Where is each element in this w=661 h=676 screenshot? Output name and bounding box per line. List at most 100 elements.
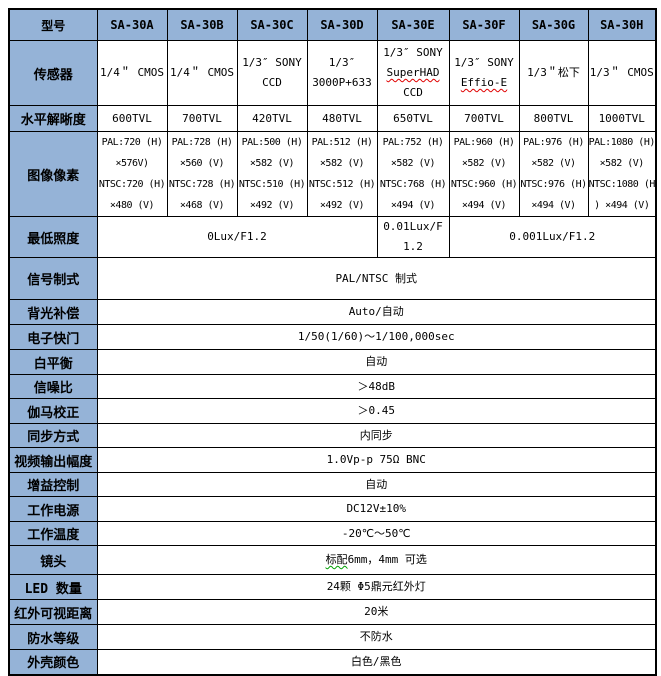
cell-line: 1/3＂ CMOS bbox=[590, 63, 655, 83]
cell-text: 3000P+633 bbox=[312, 76, 372, 89]
cell-line: NTSC:728 (H) bbox=[168, 174, 236, 195]
spec-cell: 1/50(1/60)～1/100,000sec bbox=[96, 324, 657, 350]
spec-cell: PAL:720 (H) ×576V) NTSC:720 (H) ×480 (V) bbox=[96, 131, 168, 217]
row-label: 增益控制 bbox=[8, 472, 98, 497]
spec-cell: PAL:960 (H) ×582 (V) NTSC:960 (H) ×494 (V) bbox=[448, 131, 520, 217]
cell-text: NTSC:510 (H) bbox=[238, 179, 306, 190]
header-row: 型号 SA-30A SA-30B SA-30C SA-30D SA-30E SA-30F SA… bbox=[8, 8, 657, 41]
spec-cell: PAL:500 (H) ×582 (V) NTSC:510 (H) ×492 (V) bbox=[236, 131, 308, 217]
spec-cell: 650TVL bbox=[376, 105, 450, 132]
cell-text: ×560 (V) bbox=[179, 158, 225, 169]
spec-cell: 0.01Lux/F1.2 bbox=[376, 216, 450, 258]
spec-cell: 1/3＂ CMOS bbox=[587, 40, 657, 106]
cell-text: NTSC:960 (H) bbox=[450, 179, 518, 190]
cell-text: 1/3″ SONY bbox=[242, 56, 302, 69]
cell-line: NTSC:512 (H) bbox=[308, 174, 376, 195]
spec-row: 镜头 标配6mm，4mm 可选 bbox=[8, 545, 657, 575]
cell-line: ×492 (V) bbox=[238, 195, 306, 216]
spec-row: 信号制式 PAL/NTSC 制式 bbox=[8, 257, 657, 300]
cell-line: 24颗 Φ5鼎元红外灯 bbox=[99, 577, 655, 597]
cell-line: 自动 bbox=[99, 352, 655, 372]
cell-text: ×576V) bbox=[115, 158, 149, 169]
cell-line: PAL:720 (H) bbox=[98, 133, 166, 154]
spec-cell: 600TVL bbox=[96, 105, 168, 132]
cell-text: 1/50(1/60)～1/100,000sec bbox=[297, 330, 455, 343]
spec-cell: 20米 bbox=[96, 599, 657, 625]
cell-text: ×494 (V) bbox=[390, 200, 436, 211]
cell-text: 650TVL bbox=[393, 111, 433, 125]
row-label: 图像像素 bbox=[8, 131, 98, 217]
cell-text: PAL/NTSC 制式 bbox=[335, 271, 418, 285]
spec-cell: 1/4＂ CMOS bbox=[96, 40, 168, 106]
spec-cell: PAL:976 (H) ×582 (V) NTSC:976 (H) ×494 (V) bbox=[518, 131, 589, 217]
cell-line: 不防水 bbox=[99, 627, 655, 647]
row-label: 最低照度 bbox=[8, 216, 98, 258]
cell-line: 内同步 bbox=[99, 426, 655, 446]
spec-cell: 不防水 bbox=[96, 624, 657, 650]
model-header: SA-30F bbox=[448, 8, 520, 41]
cell-line: PAL:728 (H) bbox=[168, 133, 236, 154]
row-label: 信噪比 bbox=[8, 374, 98, 399]
cell-line: 标配6mm，4mm 可选 bbox=[99, 550, 655, 570]
cell-text: CCD bbox=[403, 86, 423, 99]
spec-cell: 1/3＂松下 bbox=[518, 40, 589, 106]
cell-line: PAL:976 (H) bbox=[520, 133, 587, 154]
cell-text: 700TVL bbox=[464, 111, 504, 125]
spec-row: 工作温度 -20℃～50℃ bbox=[8, 521, 657, 546]
cell-line: ) ×494 (V) bbox=[589, 195, 655, 216]
cell-line: PAL:752 (H) bbox=[378, 133, 448, 154]
spec-cell: PAL:728 (H) ×560 (V) NTSC:728 (H) ×468 (V) bbox=[166, 131, 238, 217]
cell-line: 600TVL bbox=[99, 109, 166, 129]
row-label: 红外可视距离 bbox=[8, 599, 98, 625]
cell-line: ×582 (V) bbox=[378, 153, 448, 174]
cell-text: NTSC:512 (H) bbox=[308, 179, 376, 190]
spec-row: 白平衡 自动 bbox=[8, 349, 657, 375]
cell-line: ×582 (V) bbox=[308, 153, 376, 174]
cell-line: PAL/NTSC 制式 bbox=[99, 269, 655, 289]
cell-line: NTSC:960 (H) bbox=[450, 174, 518, 195]
model-header: SA-30E bbox=[376, 8, 450, 41]
cell-text: 0.001Lux/F1.2 bbox=[509, 230, 596, 243]
cell-text: 1/3″ SONY bbox=[383, 46, 443, 59]
spec-cell: 1/3″ 3000P+633 bbox=[306, 40, 378, 106]
cell-line: ×582 (V) bbox=[450, 153, 518, 174]
cell-line: 700TVL bbox=[451, 109, 518, 129]
cell-line: ×468 (V) bbox=[168, 195, 236, 216]
cell-line: 3000P+633 bbox=[309, 73, 376, 93]
spec-cell: 1000TVL bbox=[587, 105, 657, 132]
cell-text: ) ×494 (V) bbox=[594, 200, 650, 211]
cell-text: 1/3＂松下 bbox=[527, 66, 580, 79]
cell-line: DC12V±10% bbox=[99, 499, 655, 519]
cell-text: NTSC:728 (H) bbox=[168, 179, 236, 190]
cell-line: 480TVL bbox=[309, 109, 376, 129]
cell-text: 600TVL bbox=[112, 111, 152, 125]
cell-line: ×582 (V) bbox=[589, 153, 655, 174]
cell-text: 1/4＂ CMOS bbox=[170, 66, 234, 79]
cell-text: 800TVL bbox=[533, 111, 574, 125]
cell-line: 白色/黑色 bbox=[99, 652, 655, 672]
model-header: SA-30B bbox=[166, 8, 238, 41]
spec-cell: ＞0.45 bbox=[96, 398, 657, 424]
cell-text: PAL:728 (H) bbox=[171, 137, 233, 148]
cell-text: ×582 (V) bbox=[599, 158, 645, 169]
cell-line: -20℃～50℃ bbox=[99, 524, 655, 544]
cell-text: Auto/自动 bbox=[348, 305, 404, 318]
cell-line: ＞0.45 bbox=[99, 401, 655, 421]
cell-line: NTSC:720 (H) bbox=[98, 174, 166, 195]
cell-line: 1/3＂松下 bbox=[521, 63, 587, 83]
cell-line: Effio-E bbox=[451, 73, 518, 93]
cell-text: PAL:500 (H) bbox=[241, 137, 303, 148]
cell-text: ×582 (V) bbox=[249, 158, 295, 169]
spec-row: 图像像素 PAL:720 (H) ×576V) NTSC:720 (H) ×480 (V… bbox=[8, 131, 657, 217]
cell-text: ＞0.45 bbox=[357, 404, 396, 417]
cell-text: 1000TVL bbox=[598, 111, 645, 125]
cell-text: 1/4＂ CMOS bbox=[100, 66, 164, 79]
cell-line: ×560 (V) bbox=[168, 153, 236, 174]
spec-cell: 自动 bbox=[96, 472, 657, 497]
spec-cell: 1/3″ SONY SuperHAD CCD bbox=[376, 40, 450, 106]
spec-cell: 800TVL bbox=[518, 105, 589, 132]
cell-line: 420TVL bbox=[239, 109, 306, 129]
cell-text: 内同步 bbox=[359, 428, 393, 442]
cell-line: 1/50(1/60)～1/100,000sec bbox=[99, 327, 655, 347]
